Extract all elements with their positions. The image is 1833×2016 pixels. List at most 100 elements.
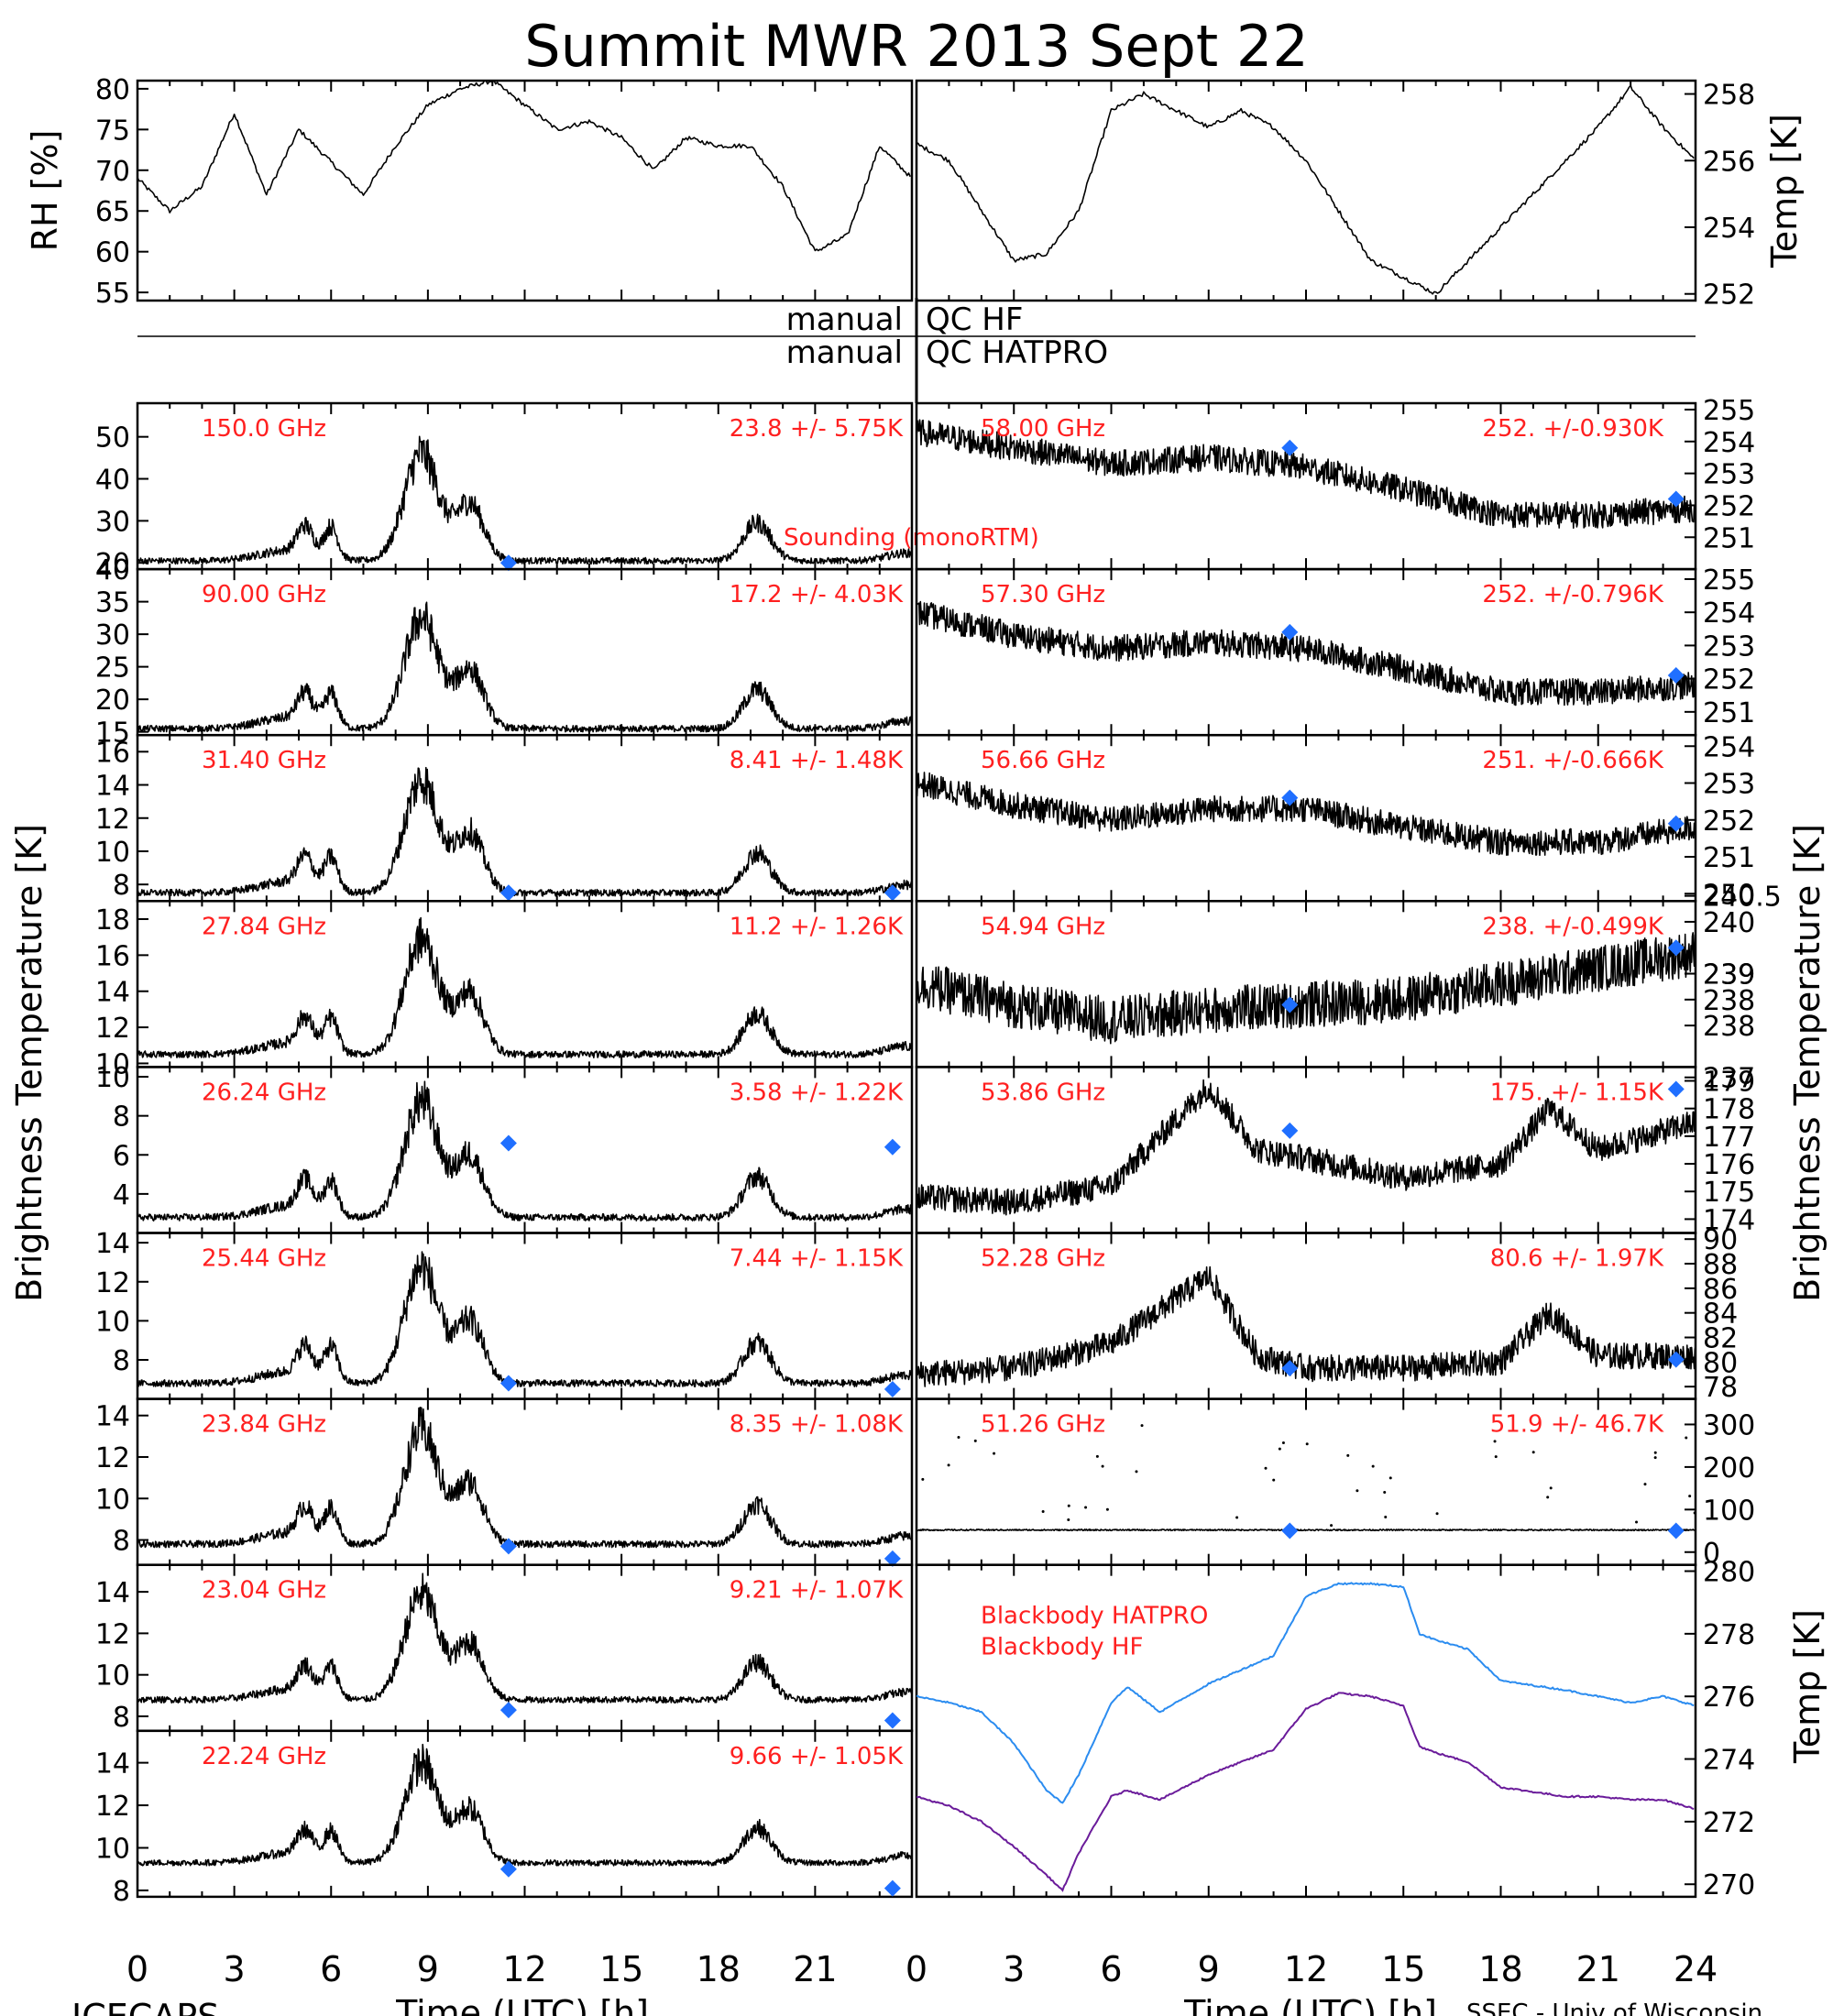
- y-tick-label: 35: [95, 587, 130, 619]
- y-tick-label: 10: [95, 1660, 130, 1693]
- y-tick-label: 175: [1703, 1177, 1755, 1209]
- outlier-point: [1494, 1455, 1498, 1459]
- qc-manual-hatpro: manual: [786, 334, 903, 371]
- channel-label: 23.04 GHz: [202, 1577, 326, 1605]
- sounding-marker: [499, 1538, 517, 1555]
- channel-stat: 7.44 +/- 1.15K: [730, 1245, 904, 1273]
- sounding-marker: [1281, 789, 1299, 806]
- channel-label: 22.24 GHz: [202, 1743, 326, 1770]
- right-trace-2: [916, 772, 1696, 857]
- outlier-point: [1281, 1441, 1285, 1445]
- y-tick-label: 251: [1703, 697, 1755, 729]
- sounding-marker: [499, 1134, 517, 1152]
- rh-axis-label: RH [%]: [25, 130, 65, 252]
- x-tick-label-left: 6: [320, 1949, 342, 1989]
- y-tick-label: 252: [1703, 279, 1755, 312]
- outlier-point: [1135, 1470, 1138, 1474]
- left-trace-6: [137, 1407, 913, 1549]
- x-axis-label-left: Time (UTC) [h]: [395, 1993, 649, 2016]
- sounding-marker: [884, 1380, 901, 1397]
- sounding-marker: [1667, 815, 1685, 832]
- channel-stat: 17.2 +/- 4.03K: [730, 581, 904, 608]
- rh-panel: 55 60 65 70 75 80: [95, 74, 914, 310]
- y-tick-label: 10: [95, 1306, 130, 1338]
- y-tick-label: 18: [95, 904, 130, 937]
- right-panel-6: 0 100 200 300 51.26 GHz 51.9 +/- 46.7K: [915, 1397, 1755, 1570]
- outlier-point: [1384, 1515, 1388, 1518]
- y-tick-label: 300: [1703, 1409, 1755, 1441]
- y-tick-label: 176: [1703, 1149, 1755, 1181]
- y-tick-label: 30: [95, 506, 130, 538]
- outlier-point: [1067, 1518, 1070, 1522]
- y-tick-label: 178: [1703, 1094, 1755, 1126]
- y-tick-label: 280: [1703, 1557, 1755, 1589]
- channel-stat: 252. +/-0.796K: [1482, 581, 1664, 608]
- rh-panel-frame: [136, 79, 914, 302]
- y-tick-label: 8: [113, 1526, 130, 1558]
- x-tick-label-right: 18: [1478, 1949, 1522, 1989]
- sounding-marker: [1281, 1122, 1299, 1139]
- x-tick-label-left: 18: [697, 1949, 741, 1989]
- y-tick-label: 82: [1703, 1323, 1738, 1355]
- y-tick-label: 8: [113, 1345, 130, 1377]
- outlier-point: [1067, 1504, 1070, 1507]
- y-tick-label: 30: [95, 619, 130, 652]
- outlier-point: [1685, 1436, 1688, 1440]
- sounding-marker: [884, 1138, 901, 1156]
- y-tick-label: 250: [1703, 879, 1755, 911]
- left-trace-8: [137, 1743, 913, 1867]
- qc-strip: manual QC HF manual QC HATPRO: [137, 298, 1696, 403]
- outlier-point: [1095, 1454, 1099, 1458]
- channel-label: 25.44 GHz: [202, 1245, 326, 1273]
- outlier-point: [1140, 1424, 1144, 1428]
- rh-trace: [137, 80, 911, 252]
- outlier-point: [1041, 1509, 1045, 1513]
- sounding-marker: [1667, 667, 1685, 685]
- y-tick-label: 14: [95, 977, 130, 1009]
- sounding-marker: [884, 1550, 901, 1567]
- y-tick-label: 10: [95, 1484, 130, 1516]
- y-tick-label: 200: [1703, 1452, 1755, 1485]
- x-tick-label-right: 12: [1284, 1949, 1328, 1989]
- channel-label: 57.30 GHz: [981, 581, 1105, 608]
- outlier-point: [947, 1463, 950, 1467]
- x-tick-label-left: 15: [599, 1949, 643, 1989]
- channel-stat: 51.9 +/- 46.7K: [1490, 1411, 1664, 1439]
- x-tick-label-left: 3: [224, 1949, 246, 1989]
- y-tick-label: 60: [95, 237, 130, 269]
- x-tick-label-left: 0: [126, 1949, 148, 1989]
- legend-hf: Blackbody HF: [981, 1634, 1143, 1661]
- y-tick-label: 8: [113, 1876, 130, 1908]
- y-tick-label: 12: [95, 804, 130, 836]
- outlier-point: [1272, 1478, 1276, 1482]
- y-tick-label: 40: [95, 554, 130, 586]
- y-tick-label: 14: [95, 1748, 130, 1780]
- y-tick-label: 8: [113, 1702, 130, 1734]
- y-tick-label: 253: [1703, 769, 1755, 801]
- outlier-point: [1383, 1490, 1387, 1494]
- temp-axis-label: Temp [K]: [1764, 114, 1805, 268]
- y-tick-label: 100: [1703, 1495, 1755, 1527]
- sounding-marker: [1281, 1360, 1299, 1377]
- right-trace-1: [916, 600, 1696, 707]
- channel-label: 26.24 GHz: [202, 1079, 326, 1106]
- channel-stat: 252. +/-0.930K: [1482, 415, 1664, 443]
- qc-label-hatpro: QC HATPRO: [926, 334, 1108, 371]
- y-tick-label: 14: [95, 1401, 130, 1433]
- left-panel-8: 8 10 12 14 22.24 GHz 9.66 +/- 1.05K: [95, 1729, 914, 1908]
- channel-stat: 9.66 +/- 1.05K: [730, 1743, 904, 1770]
- y-tick-label: 274: [1703, 1745, 1755, 1777]
- x-tick-label-right: 6: [1100, 1949, 1122, 1989]
- y-tick-label: 10: [95, 837, 130, 869]
- y-tick-label: 252: [1703, 805, 1755, 838]
- temp-trace: [916, 84, 1695, 295]
- outlier-point: [993, 1452, 996, 1455]
- x-tick-label-right: 15: [1381, 1949, 1425, 1989]
- y-tick-label: 254: [1703, 213, 1755, 245]
